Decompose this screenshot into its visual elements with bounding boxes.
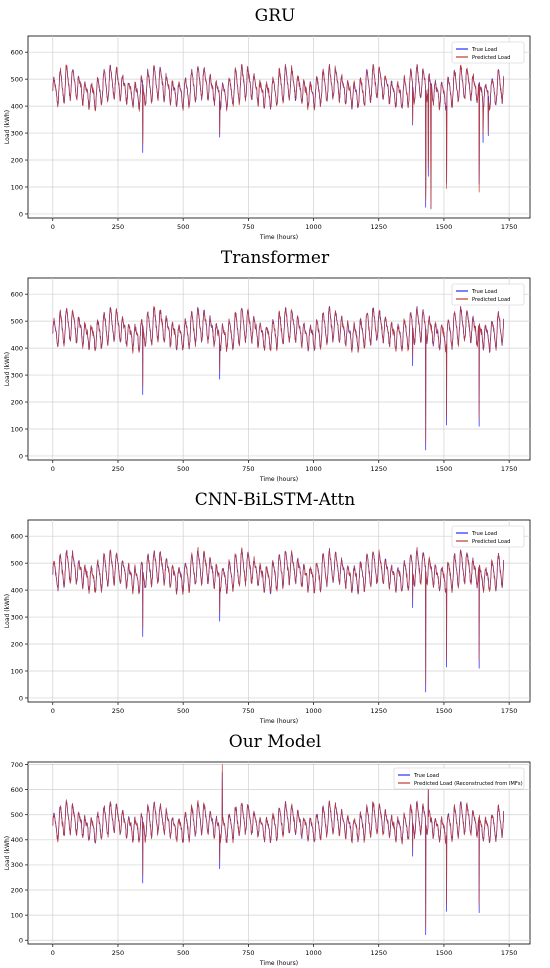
y-tick-label: 600 [11,290,23,298]
x-tick-label: 0 [51,465,55,473]
x-tick-label: 1250 [370,465,387,473]
y-axis-label: Load (kWh) [4,836,11,870]
chart-panel-cnn-bilstm-attn: CNN-BiLSTM-Attn 0 250 500 750 1000 1250 1500 17… [0,484,550,726]
x-tick-label: 750 [242,223,254,231]
chart-title: GRU [254,6,296,26]
legend-label: Predicted Load [472,297,510,303]
x-tick-label: 750 [242,465,254,473]
x-tick-label: 1250 [370,707,387,715]
y-tick-label: 400 [11,344,23,352]
y-tick-label: 200 [11,156,23,164]
legend-label: True Load [471,531,497,537]
y-tick-label: 300 [11,129,23,137]
y-tick-label: 0 [19,694,23,702]
series-line-predicted-load [52,63,505,210]
y-tick-label: 200 [11,640,23,648]
y-tick-label: 0 [19,210,23,218]
x-tick-label: 500 [177,223,189,231]
y-tick-label: 700 [11,761,23,769]
chart-title: CNN-BiLSTM-Attn [194,490,356,510]
y-tick-label: 0 [19,452,23,460]
chart-panel-our-model: Our Model 0 250 500 750 1000 1250 1500 1750 0 100… [0,726,550,968]
x-tick-label: 250 [112,223,124,231]
y-tick-label: 600 [11,786,23,794]
y-tick-label: 400 [11,586,23,594]
y-tick-label: 200 [11,886,23,894]
x-axis-label: Time (hours) [259,960,298,967]
chart-panel-gru: GRU 0 250 500 750 1000 1250 1500 1750 0 100 200 300… [0,0,550,242]
x-tick-label: 1750 [501,949,518,957]
x-axis-label: Time (hours) [259,718,298,725]
x-tick-label: 1500 [436,223,453,231]
y-tick-label: 500 [11,75,23,83]
legend-box [451,525,525,548]
legend-box [451,283,525,306]
legend-box [451,41,525,64]
series-line-predicted-load [52,764,505,928]
x-tick-label: 1500 [436,707,453,715]
x-tick-label: 1750 [501,465,518,473]
y-axis-label: Load (kWh) [4,594,11,628]
x-tick-label: 500 [177,707,189,715]
x-tick-label: 0 [51,223,55,231]
chart-svg: 0 250 500 750 1000 1250 1500 1750 0 100 200 300 400 5… [4,277,531,483]
y-tick-label: 500 [11,317,23,325]
x-tick-label: 750 [242,707,254,715]
chart-svg: 0 250 500 750 1000 1250 1500 1750 0 100 200 300 400 5… [4,761,531,967]
x-tick-label: 250 [112,707,124,715]
x-tick-label: 250 [112,949,124,957]
legend-label: Predicted Load (Reconstructed from IMFs) [414,781,523,787]
y-axis-label: Load (kWh) [4,110,11,144]
y-tick-label: 500 [11,811,23,819]
y-tick-label: 400 [11,102,23,110]
legend-box [393,767,525,790]
x-tick-label: 1000 [305,707,322,715]
chart-panel-transformer: Transformer 0 250 500 750 1000 1250 1500 1750 0 1… [0,242,550,484]
legend-label: Predicted Load [472,55,510,61]
legend-label: True Load [471,47,497,53]
x-tick-label: 750 [242,949,254,957]
x-tick-label: 250 [112,465,124,473]
series-line-predicted-load [52,546,505,685]
legend-label: True Load [413,773,439,779]
x-axis-label: Time (hours) [259,234,298,241]
y-tick-label: 500 [11,559,23,567]
y-tick-label: 100 [11,183,23,191]
x-tick-label: 1000 [305,223,322,231]
y-axis-label: Load (kWh) [4,352,11,386]
y-tick-label: 200 [11,398,23,406]
series-line-predicted-load [52,305,505,443]
y-tick-label: 600 [11,48,23,56]
x-tick-label: 1750 [501,707,518,715]
chart-svg: 0 250 500 750 1000 1250 1500 1750 0 100 200 300 400 5… [4,35,531,241]
legend-label: True Load [471,289,497,295]
x-tick-label: 500 [177,465,189,473]
x-tick-label: 1000 [305,465,322,473]
chart-title: Our Model [228,732,322,752]
y-tick-label: 300 [11,861,23,869]
x-tick-label: 1250 [370,223,387,231]
chart-svg: 0 250 500 750 1000 1250 1500 1750 0 100 200 300 400 5… [4,519,531,725]
x-tick-label: 1500 [436,949,453,957]
y-tick-label: 300 [11,371,23,379]
x-tick-label: 500 [177,949,189,957]
y-tick-label: 400 [11,836,23,844]
x-tick-label: 1500 [436,465,453,473]
y-tick-label: 300 [11,613,23,621]
chart-title: Transformer [220,248,330,268]
x-tick-label: 0 [51,707,55,715]
x-axis-label: Time (hours) [259,476,298,483]
x-tick-label: 1000 [305,949,322,957]
y-tick-label: 100 [11,425,23,433]
x-tick-label: 1750 [501,223,518,231]
y-tick-label: 100 [11,667,23,675]
y-tick-label: 0 [19,937,23,945]
x-tick-label: 0 [51,949,55,957]
y-tick-label: 600 [11,532,23,540]
y-tick-label: 100 [11,911,23,919]
x-tick-label: 1250 [370,949,387,957]
legend-label: Predicted Load [472,539,510,545]
